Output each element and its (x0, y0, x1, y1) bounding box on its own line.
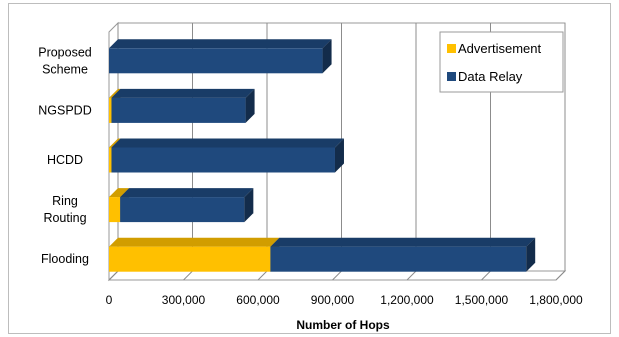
gridline-floor-6 (555, 270, 566, 281)
bar-top-face (111, 88, 255, 98)
bar-top-face (120, 188, 254, 198)
gridline-floor-0 (108, 270, 119, 281)
bar-front-face (109, 197, 121, 223)
x-axis-title: Number of Hops (296, 318, 390, 332)
x-tick-label: 1,800,000 (529, 293, 583, 307)
bar-top-face (270, 237, 536, 247)
bar-flooding-data-relay (270, 237, 536, 272)
x-tick-labels: 0 300,000 600,000 900,000 1,200,000 1,500,000… (106, 293, 583, 307)
legend-swatch-advertisement (447, 44, 456, 53)
bar-top-face (109, 237, 280, 247)
legend-swatch-data-relay (447, 72, 456, 81)
gridline-floor-1 (183, 270, 193, 281)
category-label-line: Scheme (42, 62, 88, 76)
gridline-floor-3 (332, 270, 342, 281)
bar-front-face (111, 147, 335, 173)
category-labels: Proposed Scheme NGSPDD HCDD Ring Routing Flood… (38, 45, 92, 266)
x-tick-label: 300,000 (162, 293, 206, 307)
x-tick-label: 0 (106, 293, 113, 307)
legend-box (439, 31, 564, 93)
category-label-line: HCDD (47, 153, 83, 167)
category-label-hcdd: HCDD (47, 153, 83, 167)
x-tick-label: 1,500,000 (455, 293, 509, 307)
gridline-floor-2 (257, 270, 268, 281)
bar-front-face (109, 48, 323, 74)
category-label-flooding: Flooding (41, 252, 89, 266)
bar-top-face (109, 88, 121, 98)
bar-front-face (111, 97, 246, 123)
bar-top-face (111, 138, 344, 148)
legend: Advertisement Data Relay (439, 31, 564, 93)
category-label-line: Ring (52, 194, 78, 208)
bar-front-face (109, 97, 112, 123)
bar-side-face (244, 188, 254, 223)
bar-top-face (109, 188, 130, 198)
category-label-line: Routing (43, 211, 86, 225)
bar-side-face (245, 88, 255, 123)
gridline-floor-4 (406, 270, 417, 281)
bars (109, 39, 536, 272)
category-label-line: Proposed (38, 45, 92, 59)
bar-ring-routing-data-relay (120, 188, 254, 223)
category-label-line: Flooding (41, 252, 89, 266)
category-label-proposed-scheme: Proposed Scheme (38, 45, 92, 76)
legend-label-data-relay: Data Relay (458, 69, 523, 84)
x-tick-label: 900,000 (311, 293, 355, 307)
legend-label-advertisement: Advertisement (458, 41, 541, 56)
x-tick-label: 1,200,000 (380, 293, 434, 307)
bar-side-face (526, 237, 536, 272)
bar-front-face (270, 246, 527, 272)
bar-top-face (109, 138, 121, 148)
x-tick-label: 600,000 (236, 293, 280, 307)
bar-front-face (109, 147, 112, 173)
bar-front-face (120, 197, 245, 223)
gridline-floor-5 (481, 270, 491, 281)
category-label-ngspdd: NGSPDD (38, 103, 91, 117)
bar-top-face (109, 39, 332, 49)
bar-ngspdd-data-relay (111, 88, 255, 123)
bar-hcdd-data-relay (111, 138, 344, 173)
bar-front-face (109, 246, 271, 272)
bar-side-face (334, 138, 344, 173)
bar-flooding-advertisement (109, 237, 280, 272)
bar-proposed-scheme-data-relay (109, 39, 332, 74)
bar-side-face (322, 39, 332, 74)
category-label-line: NGSPDD (38, 103, 91, 117)
category-label-ring-routing: Ring Routing (43, 194, 86, 225)
